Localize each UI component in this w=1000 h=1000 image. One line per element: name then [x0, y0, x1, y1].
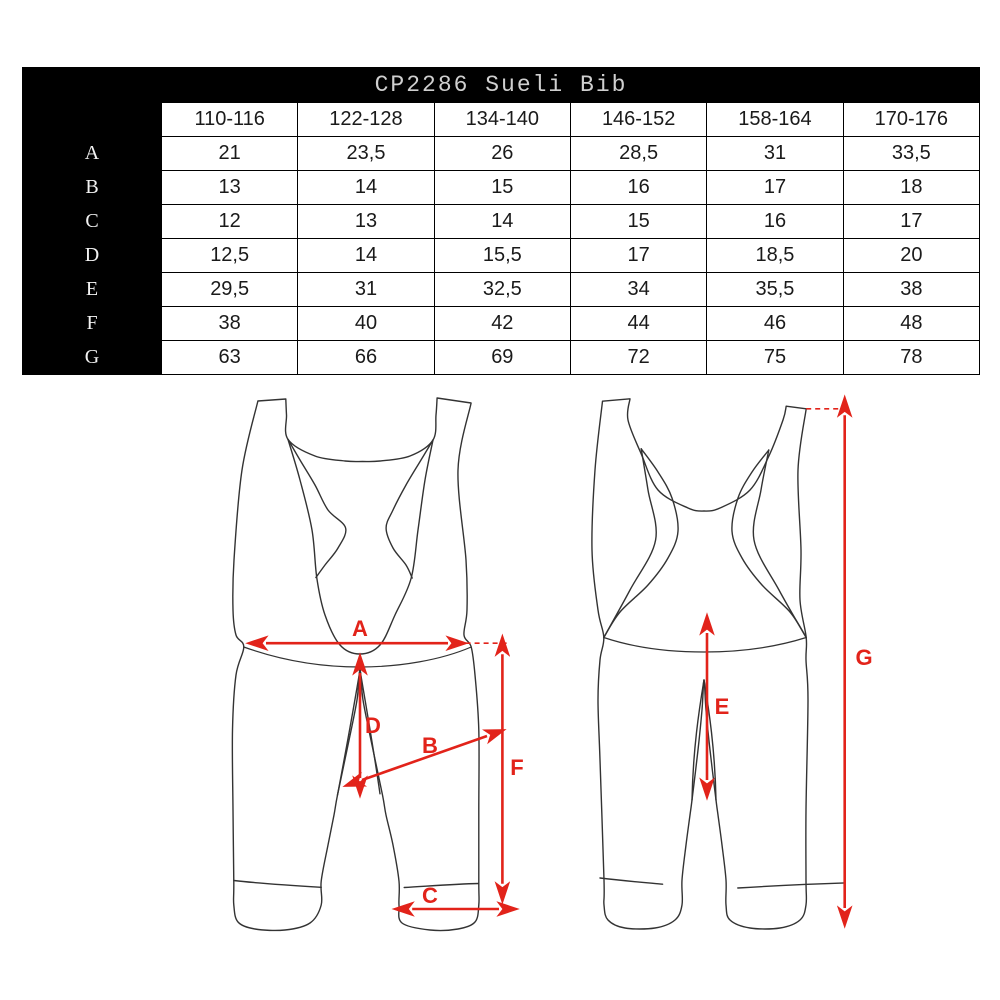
svg-text:A: A: [352, 616, 368, 641]
svg-text:F: F: [510, 755, 523, 780]
svg-text:G: G: [855, 645, 872, 670]
svg-text:E: E: [715, 694, 730, 719]
svg-text:C: C: [422, 883, 438, 908]
svg-text:D: D: [365, 713, 381, 738]
svg-text:B: B: [422, 733, 438, 758]
